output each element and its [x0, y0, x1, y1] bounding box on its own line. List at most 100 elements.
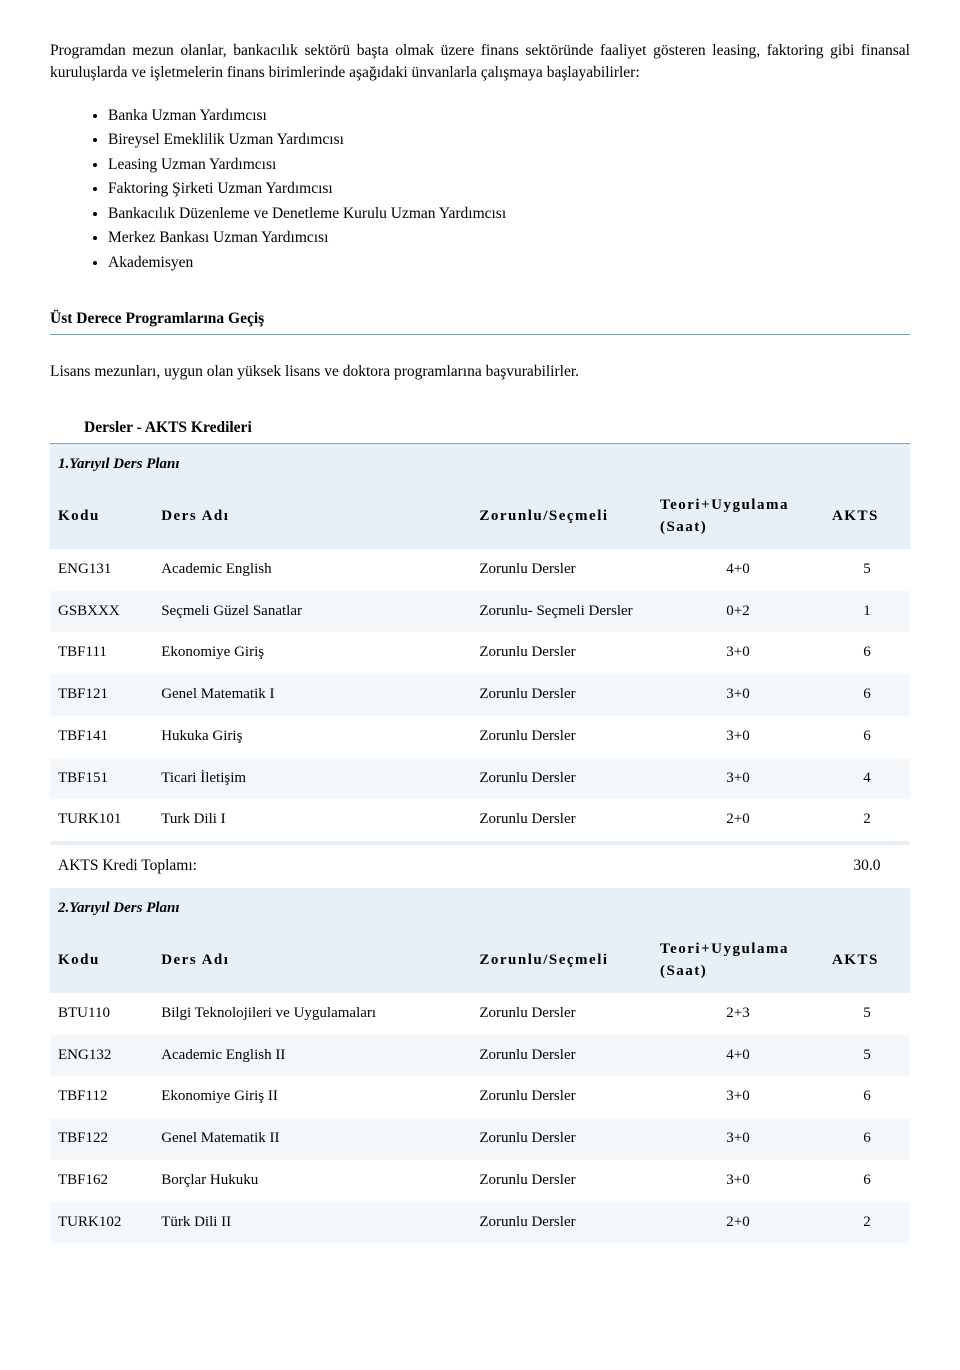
total-value: 30.0 [824, 845, 910, 887]
cell-ders: Ekonomiye Giriş [153, 632, 471, 674]
col-header-akts: AKTS [824, 929, 910, 993]
cell-akts: 6 [824, 1076, 910, 1118]
col-header-zorunlu: Zorunlu/Seçmeli [471, 485, 652, 549]
cell-ders: Türk Dili II [153, 1202, 471, 1244]
cell-akts: 4 [824, 758, 910, 800]
cell-ders: Ticari İletişim [153, 758, 471, 800]
col-header-teori: Teori+Uygulama (Saat) [652, 485, 824, 549]
col-header-akts: AKTS [824, 485, 910, 549]
total-label: AKTS Kredi Toplamı: [50, 845, 824, 887]
col-header-kodu: Kodu [50, 929, 153, 993]
cell-zorunlu: Zorunlu Dersler [471, 674, 652, 716]
course-table: 1.Yarıyıl Ders Planı Kodu Ders Adı Zorun… [50, 444, 910, 1244]
cell-akts: 5 [824, 1035, 910, 1077]
cell-kodu: TBF112 [50, 1076, 153, 1118]
cell-teori: 2+0 [652, 1202, 824, 1244]
table-row: TBF121 Genel Matematik I Zorunlu Dersler… [50, 674, 910, 716]
cell-teori: 3+0 [652, 1160, 824, 1202]
cell-zorunlu: Zorunlu Dersler [471, 1202, 652, 1244]
cell-teori: 4+0 [652, 549, 824, 591]
cell-teori: 2+0 [652, 799, 824, 841]
table-row: BTU110 Bilgi Teknolojileri ve Uygulamala… [50, 993, 910, 1035]
list-item: Bireysel Emeklilik Uzman Yardımcısı [108, 129, 910, 151]
table-row: ENG131 Academic English Zorunlu Dersler … [50, 549, 910, 591]
cell-kodu: BTU110 [50, 993, 153, 1035]
cell-ders: Seçmeli Güzel Sanatlar [153, 591, 471, 633]
table-header-row: Kodu Ders Adı Zorunlu/Seçmeli Teori+Uygu… [50, 929, 910, 993]
list-item: Akademisyen [108, 252, 910, 274]
cell-teori: 3+0 [652, 758, 824, 800]
cell-akts: 2 [824, 1202, 910, 1244]
teori-line2: (Saat) [660, 519, 707, 535]
cell-kodu: TURK102 [50, 1202, 153, 1244]
table-row: TBF112 Ekonomiye Giriş II Zorunlu Dersle… [50, 1076, 910, 1118]
teori-line1: Teori+Uygulama [660, 941, 789, 957]
cell-zorunlu: Zorunlu- Seçmeli Dersler [471, 591, 652, 633]
plan-title-row: 2.Yarıyıl Ders Planı [50, 888, 910, 930]
cell-ders: Genel Matematik I [153, 674, 471, 716]
cell-kodu: ENG131 [50, 549, 153, 591]
divider [50, 334, 910, 335]
cell-akts: 6 [824, 716, 910, 758]
cell-teori: 3+0 [652, 716, 824, 758]
cell-ders: Borçlar Hukuku [153, 1160, 471, 1202]
col-header-zorunlu: Zorunlu/Seçmeli [471, 929, 652, 993]
intro-paragraph: Programdan mezun olanlar, bankacılık sek… [50, 40, 910, 85]
cell-ders: Hukuka Giriş [153, 716, 471, 758]
total-row: AKTS Kredi Toplamı: 30.0 [50, 845, 910, 887]
cell-kodu: GSBXXX [50, 591, 153, 633]
plan-title: 2.Yarıyıl Ders Planı [50, 888, 910, 930]
cell-teori: 2+3 [652, 993, 824, 1035]
cell-teori: 3+0 [652, 632, 824, 674]
table-row: GSBXXX Seçmeli Güzel Sanatlar Zorunlu- S… [50, 591, 910, 633]
cell-zorunlu: Zorunlu Dersler [471, 1035, 652, 1077]
cell-kodu: TBF151 [50, 758, 153, 800]
table-row: ENG132 Academic English II Zorunlu Dersl… [50, 1035, 910, 1077]
cell-akts: 2 [824, 799, 910, 841]
list-item: Faktoring Şirketi Uzman Yardımcısı [108, 178, 910, 200]
table-row: TBF111 Ekonomiye Giriş Zorunlu Dersler 3… [50, 632, 910, 674]
cell-akts: 6 [824, 632, 910, 674]
cell-zorunlu: Zorunlu Dersler [471, 758, 652, 800]
cell-zorunlu: Zorunlu Dersler [471, 1076, 652, 1118]
section-heading-transfer: Üst Derece Programlarına Geçiş [50, 308, 910, 330]
cell-ders: Academic English [153, 549, 471, 591]
teori-line1: Teori+Uygulama [660, 497, 789, 513]
col-header-kodu: Kodu [50, 485, 153, 549]
cell-teori: 3+0 [652, 674, 824, 716]
cell-akts: 6 [824, 674, 910, 716]
list-item: Bankacılık Düzenleme ve Denetleme Kurulu… [108, 203, 910, 225]
cell-kodu: TURK101 [50, 799, 153, 841]
cell-teori: 3+0 [652, 1076, 824, 1118]
col-header-ders: Ders Adı [153, 485, 471, 549]
cell-kodu: TBF111 [50, 632, 153, 674]
cell-teori: 4+0 [652, 1035, 824, 1077]
cell-ders: Genel Matematik II [153, 1118, 471, 1160]
cell-ders: Academic English II [153, 1035, 471, 1077]
cell-akts: 5 [824, 549, 910, 591]
teori-line2: (Saat) [660, 963, 707, 979]
list-item: Leasing Uzman Yardımcısı [108, 154, 910, 176]
col-header-ders: Ders Adı [153, 929, 471, 993]
cell-teori: 3+0 [652, 1118, 824, 1160]
cell-zorunlu: Zorunlu Dersler [471, 549, 652, 591]
list-item: Merkez Bankası Uzman Yardımcısı [108, 227, 910, 249]
table-row: TURK102 Türk Dili II Zorunlu Dersler 2+0… [50, 1202, 910, 1244]
cell-ders: Turk Dili I [153, 799, 471, 841]
cell-zorunlu: Zorunlu Dersler [471, 632, 652, 674]
cell-zorunlu: Zorunlu Dersler [471, 799, 652, 841]
plan-title-row: 1.Yarıyıl Ders Planı [50, 444, 910, 486]
list-item: Banka Uzman Yardımcısı [108, 105, 910, 127]
cell-kodu: TBF162 [50, 1160, 153, 1202]
cell-kodu: ENG132 [50, 1035, 153, 1077]
cell-akts: 1 [824, 591, 910, 633]
table-row: TBF162 Borçlar Hukuku Zorunlu Dersler 3+… [50, 1160, 910, 1202]
cell-akts: 5 [824, 993, 910, 1035]
cell-kodu: TBF141 [50, 716, 153, 758]
cell-akts: 6 [824, 1118, 910, 1160]
col-header-teori: Teori+Uygulama (Saat) [652, 929, 824, 993]
cell-ders: Ekonomiye Giriş II [153, 1076, 471, 1118]
plan-title: 1.Yarıyıl Ders Planı [50, 444, 910, 486]
cell-ders: Bilgi Teknolojileri ve Uygulamaları [153, 993, 471, 1035]
table-row: TURK101 Turk Dili I Zorunlu Dersler 2+0 … [50, 799, 910, 841]
